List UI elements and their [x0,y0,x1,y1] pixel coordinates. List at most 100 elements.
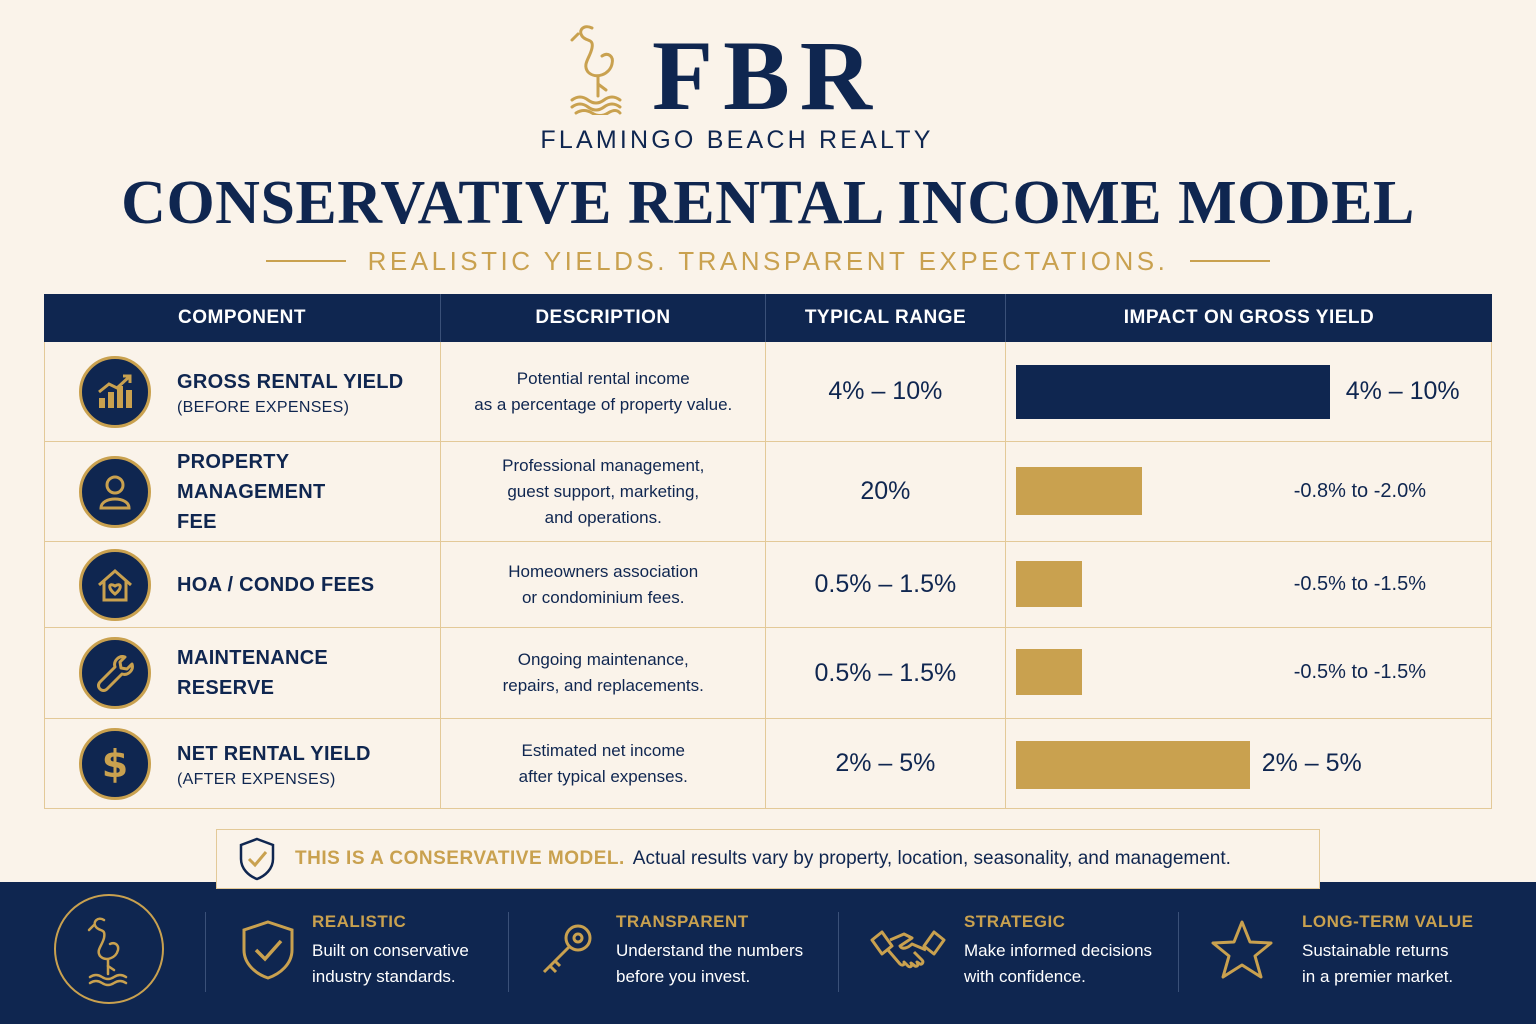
divider-line [265,260,346,262]
table-row: PROPERTY MANAGEMENT FEE Professional man… [44,442,1492,542]
range-cell: 20% [766,442,1006,541]
description-line: guest support, marketing, [507,481,700,501]
wrench-icon [79,637,151,709]
description-line: or condominium fees. [521,587,685,607]
footer-divider [838,912,839,992]
description-line: Professional management, [502,455,705,475]
description-cell: Professional management, guest support, m… [441,442,767,541]
footer-item-text: Sustainable returns [1302,941,1449,960]
impact-cell: 4% – 10% [1006,342,1491,441]
footer: REALISTIC Built on conservative industry… [0,882,1536,1024]
table-row: HOA / CONDO FEES Homeowners association o… [44,542,1492,628]
impact-cell: -0.5% to -1.5% [1006,542,1491,627]
shield-check-icon [239,837,275,881]
table-row: $ NET RENTAL YIELD (AFTER EXPENSES) Esti… [44,719,1492,809]
table-row: MAINTENANCE RESERVE Ongoing maintenance,… [44,628,1492,719]
footer-item-realistic: REALISTIC Built on conservative industry… [312,912,469,990]
divider-line [1190,260,1271,262]
footer-item-title: REALISTIC [312,912,407,931]
footer-item-text: Understand the numbers [616,941,804,960]
range-cell: 2% – 5% [766,719,1006,808]
footer-item-text: industry standards. [312,967,456,986]
footer-item-strategic: STRATEGIC Make informed decisions with c… [964,912,1152,990]
table-row: GROSS RENTAL YIELD (BEFORE EXPENSES) Pot… [44,342,1492,442]
description-cell: Homeowners association or condominium fee… [441,542,767,627]
impact-cell: -0.5% to -1.5% [1006,628,1491,718]
person-icon [79,455,151,528]
component-cell: PROPERTY MANAGEMENT FEE [45,442,442,541]
chart-growth-icon [79,355,151,428]
footer-item-text: Make informed decisions [964,941,1153,960]
subtitle-row: REALISTIC YIELDS. TRANSPARENT EXPECTATIO… [0,244,1536,278]
header-typical-range: TYPICAL RANGE [766,294,1006,342]
footer-item-text: Built on conservative [312,941,469,960]
impact-cell: -0.8% to -2.0% [1006,442,1491,541]
description-line: Ongoing maintenance, [517,650,689,669]
component-cell: GROSS RENTAL YIELD (BEFORE EXPENSES) [45,342,442,441]
description-cell: Ongoing maintenance, repairs, and replace… [441,628,767,718]
footer-item-transparent: TRANSPARENT Understand the numbers befor… [616,912,803,990]
table-header: COMPONENT DESCRIPTION TYPICAL RANGE IMPA… [44,294,1492,342]
shield-check-icon [242,920,294,980]
dollar-icon: $ [79,727,151,800]
component-sub: RESERVE [177,677,275,699]
range-cell: 4% – 10% [766,342,1006,441]
component-name: PROPERTY MANAGEMENT [177,450,326,503]
component-name: NET RENTAL YIELD [177,742,371,765]
note-text: Actual results vary by property, locatio… [632,848,1231,869]
component-name: MAINTENANCE [177,647,329,669]
rental-model-table: COMPONENT DESCRIPTION TYPICAL RANGE IMPA… [44,294,1492,809]
header-description: DESCRIPTION [441,294,766,342]
footer-item-title: STRATEGIC [964,912,1066,931]
impact-bar [1015,741,1250,789]
component-cell: MAINTENANCE RESERVE [45,628,442,718]
key-icon [542,924,592,974]
footer-item-title: LONG-TERM VALUE [1302,912,1474,931]
description-line: Potential rental income [516,368,690,388]
description-line: Homeowners association [508,561,699,581]
footer-item-long-term-value: LONG-TERM VALUE Sustainable returns in a… [1302,912,1474,990]
impact-label: -0.8% to -2.0% [1293,480,1426,502]
component-name: HOA / CONDO FEES [177,573,375,596]
component-sub: (AFTER EXPENSES) [177,770,336,788]
component-name: GROSS RENTAL YIELD [177,370,404,393]
footer-item-title: TRANSPARENT [616,912,749,931]
component-sub: (BEFORE EXPENSES) [177,398,350,416]
impact-label: -0.5% to -1.5% [1293,661,1426,683]
footer-item-text: with confidence. [964,967,1086,986]
impact-label: -0.5% to -1.5% [1293,573,1426,595]
impact-label: 4% – 10% [1345,377,1460,405]
brand-logo: FBR [568,20,968,160]
component-sub: FEE [177,510,217,533]
description-cell: Estimated net income after typical expens… [441,719,767,808]
range-cell: 0.5% – 1.5% [766,542,1006,627]
header-impact: IMPACT ON GROSS YIELD [1123,307,1375,328]
footer-item-text: in a premier market. [1302,967,1454,986]
footer-divider [1178,912,1179,992]
impact-label: 2% – 5% [1261,749,1362,777]
house-heart-icon [79,548,151,621]
description-line: as a percentage of property value. [474,394,733,414]
impact-cell: 2% – 5% [1006,719,1491,808]
description-line: and operations. [544,507,662,527]
flamingo-icon [570,25,622,115]
logo-letters: FBR [652,20,882,131]
star-icon [1211,920,1273,979]
page-subtitle: REALISTIC YIELDS. TRANSPARENT EXPECTATIO… [367,245,1169,276]
footer-divider [205,912,206,992]
description-line: Estimated net income [521,740,685,760]
description-cell: Potential rental income as a percentage o… [441,342,767,441]
impact-bar [1015,365,1330,419]
impact-bar [1015,649,1082,695]
footer-divider [508,912,509,992]
brand-name: FLAMINGO BEACH REALTY [540,126,934,154]
note-strong: THIS IS A CONSERVATIVE MODEL. [295,848,625,869]
footer-item-text: before you invest. [616,967,751,986]
flamingo-icon [54,894,164,1004]
disclaimer-note: THIS IS A CONSERVATIVE MODEL. Actual res… [216,829,1320,889]
component-cell: HOA / CONDO FEES [45,542,442,627]
impact-bar [1015,561,1082,607]
description-line: after typical expenses. [518,766,688,786]
component-cell: $ NET RENTAL YIELD (AFTER EXPENSES) [45,719,442,808]
header-component: COMPONENT [44,294,441,342]
